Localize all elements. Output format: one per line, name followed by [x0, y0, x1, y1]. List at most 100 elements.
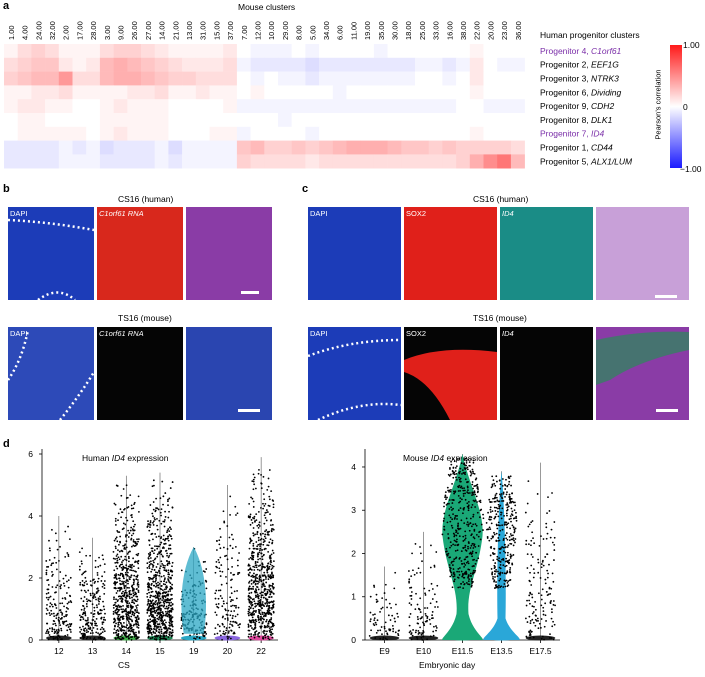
- data-point: [103, 563, 106, 566]
- data-point: [136, 554, 139, 557]
- violin-base: [214, 635, 241, 641]
- data-point: [99, 564, 102, 567]
- heatmap-cell: [236, 85, 251, 100]
- data-point: [167, 579, 170, 582]
- heatmap-cell: [291, 113, 306, 128]
- data-point: [494, 494, 497, 497]
- data-point: [153, 561, 155, 564]
- heatmap-cell: [45, 71, 60, 86]
- data-point: [509, 533, 512, 535]
- data-point: [170, 609, 173, 612]
- data-point: [60, 617, 63, 620]
- data-point: [461, 473, 463, 475]
- heatmap-cell: [305, 85, 320, 100]
- data-point: [235, 606, 237, 609]
- data-point: [219, 589, 222, 592]
- heatmap-cell: [236, 99, 251, 114]
- data-point: [370, 629, 372, 632]
- data-point: [506, 546, 509, 548]
- data-point: [506, 554, 509, 557]
- data-point: [526, 553, 529, 556]
- data-point: [146, 609, 149, 612]
- data-point: [129, 623, 132, 626]
- data-point: [126, 534, 128, 537]
- data-point: [49, 602, 52, 605]
- data-point: [271, 582, 274, 585]
- data-point: [55, 624, 57, 627]
- data-point: [115, 598, 117, 601]
- heatmap-cell: [223, 113, 238, 128]
- data-point: [471, 573, 474, 575]
- data-point: [454, 540, 457, 543]
- data-point: [126, 568, 129, 571]
- data-point: [498, 507, 501, 510]
- data-point: [550, 608, 553, 611]
- data-point: [137, 538, 140, 541]
- data-point: [160, 604, 163, 607]
- data-point: [270, 576, 273, 579]
- data-point: [119, 535, 122, 538]
- data-point: [526, 599, 528, 602]
- data-point: [152, 595, 155, 598]
- data-point: [410, 638, 413, 641]
- data-point: [258, 521, 261, 524]
- data-point: [268, 604, 271, 607]
- data-point: [137, 589, 140, 592]
- data-point: [256, 548, 259, 550]
- data-point: [493, 482, 496, 485]
- heatmap-cell: [332, 71, 347, 86]
- data-point: [116, 608, 119, 611]
- data-point: [131, 611, 134, 614]
- data-point: [262, 502, 264, 505]
- data-point: [219, 570, 222, 573]
- data-point: [415, 592, 417, 595]
- data-point: [508, 477, 511, 480]
- data-point: [47, 588, 50, 591]
- data-point: [268, 596, 271, 598]
- data-point: [381, 633, 383, 636]
- data-point: [227, 568, 230, 571]
- violin-body: [181, 547, 207, 634]
- data-point: [514, 527, 517, 530]
- data-point: [45, 560, 48, 562]
- data-point: [467, 492, 470, 495]
- data-point: [260, 591, 263, 594]
- data-point: [87, 599, 90, 602]
- data-point: [499, 524, 501, 527]
- heatmap-cell: [387, 71, 402, 86]
- data-point: [249, 513, 252, 516]
- data-point: [251, 627, 253, 629]
- data-point: [537, 592, 540, 595]
- data-point: [120, 566, 123, 569]
- data-point: [470, 544, 473, 547]
- data-point: [265, 529, 268, 531]
- heatmap-cell: [291, 99, 306, 114]
- data-point: [66, 552, 69, 554]
- data-point: [471, 555, 474, 558]
- data-point: [450, 574, 453, 576]
- data-point: [464, 498, 467, 501]
- data-point: [84, 614, 87, 617]
- data-point: [267, 550, 270, 553]
- heatmap-cell: [332, 57, 347, 72]
- y-tick-label: 2: [351, 548, 356, 558]
- data-point: [419, 626, 422, 629]
- data-point: [91, 622, 94, 625]
- data-point: [450, 544, 453, 547]
- data-point: [57, 631, 60, 634]
- heatmap-cell: [415, 154, 429, 169]
- data-point: [226, 617, 229, 620]
- data-point: [424, 607, 426, 609]
- data-point: [467, 501, 470, 503]
- data-point: [537, 571, 540, 574]
- data-point: [260, 625, 263, 628]
- data-point: [152, 524, 155, 526]
- data-point: [62, 622, 64, 624]
- data-point: [471, 494, 473, 497]
- heatmap-cell: [31, 71, 46, 86]
- data-point: [151, 547, 154, 550]
- data-point: [156, 584, 159, 587]
- data-point: [537, 558, 539, 561]
- heatmap-cell: [58, 140, 73, 155]
- data-point: [272, 592, 275, 595]
